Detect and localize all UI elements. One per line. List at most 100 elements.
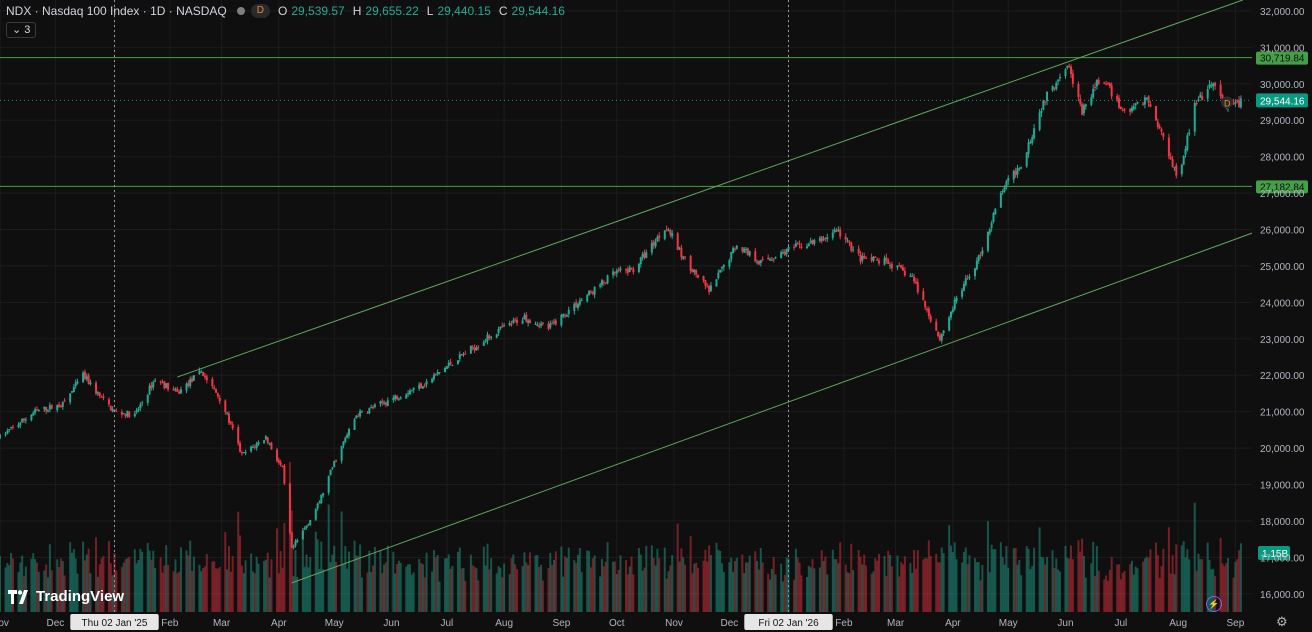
volume-bar <box>770 568 773 612</box>
volume-bar <box>1007 567 1010 612</box>
candle-body <box>615 270 618 274</box>
volume-bar <box>746 562 749 612</box>
candle-body <box>154 380 157 382</box>
volume-bar <box>986 521 989 612</box>
candle-body <box>678 247 681 249</box>
candle-body <box>1040 110 1043 113</box>
candle-body <box>890 264 893 269</box>
candle-body <box>612 271 615 276</box>
volume-bar <box>857 550 860 612</box>
volume-bar <box>820 550 823 612</box>
candle-body <box>464 353 467 355</box>
volume-bar <box>368 550 371 612</box>
candle-body <box>192 375 195 381</box>
time-tick-label: Mar <box>213 618 231 629</box>
volume-bar <box>964 547 967 612</box>
time-axis[interactable]: Nov Dec Thu 02 Jan '25 Feb Mar Apr May Jun Jul Au… <box>0 612 1312 632</box>
candle-body <box>684 256 687 258</box>
candle-body <box>695 270 698 275</box>
candle-body <box>599 284 602 287</box>
candle-body <box>697 275 700 278</box>
lightning-icon[interactable]: ⚡ <box>1206 596 1222 612</box>
volume-bar <box>1084 577 1087 612</box>
volume-bar <box>693 563 696 612</box>
volume-bar <box>1195 570 1198 612</box>
volume-bar <box>322 569 325 612</box>
candle-body <box>469 345 472 354</box>
volume-bar <box>719 551 722 612</box>
candle-body <box>1219 84 1222 96</box>
candle-body <box>680 247 683 258</box>
volume-bar <box>1162 548 1165 612</box>
volume-bar <box>397 560 400 612</box>
indicators-collapse-button[interactable]: ⌄ 3 <box>6 22 37 38</box>
volume-bar <box>133 549 136 612</box>
volume-bar <box>69 542 72 612</box>
volume-bar <box>706 561 709 612</box>
volume-bar <box>150 559 153 612</box>
candle-body <box>663 230 666 239</box>
candle-body <box>1001 191 1004 193</box>
volume-bar <box>955 559 958 612</box>
time-tick-label: Sep <box>552 618 570 629</box>
volume-bar <box>386 545 389 612</box>
candle-body <box>632 269 635 273</box>
symbol-title[interactable]: NDX · Nasdaq 100 Index · 1D · NASDAQ <box>6 4 227 18</box>
volume-bar <box>445 558 448 612</box>
candle-body <box>471 347 474 349</box>
volume-bar <box>748 555 751 612</box>
volume-bar <box>370 572 373 612</box>
volume-bar <box>663 547 666 612</box>
candle-body <box>63 400 66 402</box>
price-tick-label: 30,000.00 <box>1260 80 1305 91</box>
volume-bar <box>178 571 181 612</box>
volume-bar <box>1169 573 1172 612</box>
delayed-badge: D <box>250 4 270 18</box>
volume-bar <box>490 558 493 612</box>
candle-body <box>770 259 773 261</box>
candle-body <box>562 313 565 317</box>
volume-bar <box>534 555 537 612</box>
candle-body <box>242 451 245 453</box>
candle-body <box>458 354 461 359</box>
tradingview-logo[interactable]: TradingView <box>8 588 124 605</box>
volume-bar <box>1219 537 1222 612</box>
volume-bar <box>567 547 570 612</box>
candle-body <box>318 502 321 504</box>
volume-bar <box>113 553 116 612</box>
candle-body <box>807 243 810 247</box>
candle-body <box>460 354 463 356</box>
candle-body <box>503 325 506 327</box>
candle-body <box>189 379 192 387</box>
volume-bar <box>1223 566 1226 612</box>
price-tick-label: 29,000.00 <box>1260 116 1305 127</box>
candle-body <box>1092 88 1095 98</box>
candle-body <box>538 325 541 327</box>
candle-body <box>126 410 129 417</box>
candle-body <box>839 230 842 237</box>
volume-bar <box>1121 572 1124 612</box>
price-axis[interactable]: 32,000.00 31,000.00 30,000.00 29,000.00 28,0… <box>1260 7 1305 601</box>
volume-bar <box>968 555 971 612</box>
volume-bar <box>1130 560 1133 612</box>
time-tick-label: Dec <box>721 618 739 629</box>
volume-bar <box>314 531 317 612</box>
candle-body <box>1175 165 1178 176</box>
time-tick-label: Apr <box>945 618 961 629</box>
candle-body <box>37 410 40 412</box>
volume-bar <box>436 555 439 612</box>
volume-bar <box>1160 566 1163 612</box>
gear-icon[interactable]: ⚙ <box>1276 614 1288 629</box>
volume-bar <box>139 548 142 612</box>
volume-bar <box>98 564 101 612</box>
volume-bar <box>564 556 567 612</box>
volume-bar <box>824 556 827 612</box>
volume-bar <box>154 567 157 612</box>
candle-body <box>521 320 524 324</box>
volume-bar <box>1197 553 1200 612</box>
candle-body <box>203 375 206 378</box>
volume-bar <box>547 568 550 612</box>
candle-body <box>23 418 26 421</box>
